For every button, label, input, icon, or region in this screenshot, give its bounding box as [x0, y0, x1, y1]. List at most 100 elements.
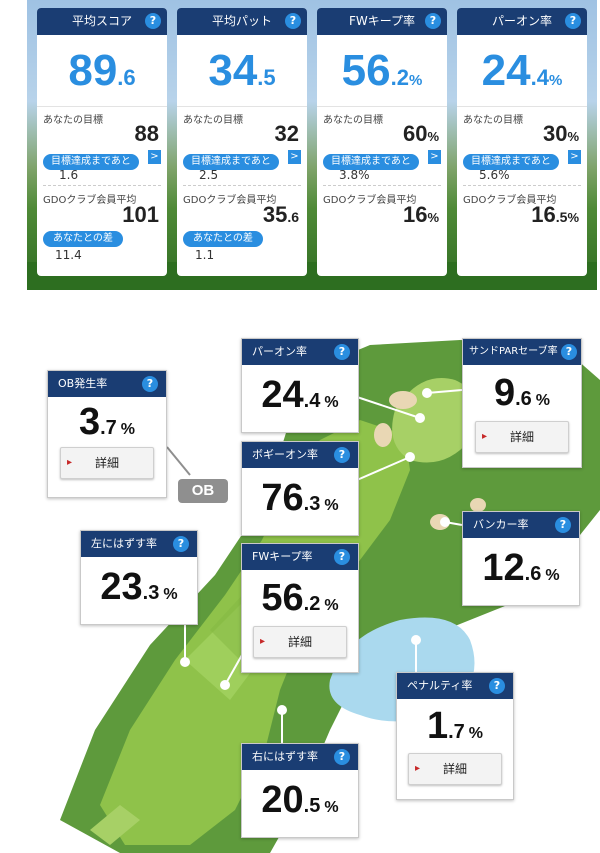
card-title: FWキープ率? [317, 8, 447, 35]
average-label: GDOクラブ会員平均 [463, 195, 557, 206]
box-value: 76.3% [261, 477, 339, 519]
detail-button[interactable]: 詳細 [60, 447, 154, 479]
goal-value: 30% [542, 121, 579, 146]
diff-pill: あなたとの差 [183, 231, 263, 247]
box-value: 12.6% [482, 547, 560, 589]
remaining-row: 目標達成まであと > [463, 149, 581, 170]
card-main-value: 24.4% [457, 35, 587, 107]
help-icon[interactable]: ? [142, 376, 158, 392]
arrow-right-icon[interactable]: > [428, 150, 441, 164]
average-label: GDOクラブ会員平均 [43, 195, 137, 206]
box-title: FWキープ率? [242, 544, 358, 570]
help-icon[interactable]: ? [425, 13, 441, 29]
bunker [470, 498, 486, 512]
course-map: OB OB発生率? 3.7% 詳細 左にはずす率? 23.3% パーオン率? 2… [0, 300, 600, 853]
box-title: バンカー率? [463, 512, 579, 538]
box-value: 23.3% [100, 566, 178, 608]
ob-marker: OB [178, 479, 228, 503]
putt-card: 平均パット? 34.5 あなたの目標 32 目標達成まであと > 2.5 GDOク… [177, 8, 307, 276]
remaining-pill: 目標達成まであと [463, 154, 559, 170]
arrow-right-icon[interactable]: > [148, 150, 161, 164]
detail-button[interactable]: 詳細 [253, 626, 347, 658]
tee-box [90, 805, 140, 845]
penalty-rate-box: ペナルティ率? 1.7% 詳細 [396, 672, 514, 800]
average-label: GDOクラブ会員平均 [323, 195, 417, 206]
card-main-value: 89.6 [37, 35, 167, 107]
diff-pill: あなたとの差 [43, 231, 123, 247]
goal-value: 32 [274, 121, 299, 146]
bunker [389, 391, 417, 409]
box-value: 56.2% [261, 577, 339, 619]
goal-label: あなたの目標 [463, 115, 523, 126]
average-value: 101 [122, 202, 159, 227]
card-title: パーオン率? [457, 8, 587, 35]
average-value: 16.5% [531, 202, 579, 227]
help-icon[interactable]: ? [334, 344, 350, 360]
ob-connector [166, 446, 191, 476]
goal-value: 60% [402, 121, 439, 146]
box-title: OB発生率? [48, 371, 166, 397]
goal-label: あなたの目標 [323, 115, 383, 126]
help-icon[interactable]: ? [173, 536, 189, 552]
help-icon[interactable]: ? [565, 13, 581, 29]
sand-save-box: サンドPARセーブ率? 9.6% 詳細 [462, 338, 582, 468]
bogey-on-box: ボギーオン率? 76.3% [241, 441, 359, 536]
box-title: パーオン率? [242, 339, 358, 365]
box-value: 20.5% [261, 779, 339, 821]
card-title: 平均パット? [177, 8, 307, 35]
remaining-row: 目標達成まであと > [323, 149, 441, 170]
fw-keep-card: FWキープ率? 56.2% あなたの目標 60% 目標達成まであと > 3.8% … [317, 8, 447, 276]
remaining-pill: 目標達成まであと [183, 154, 279, 170]
par-on-card: パーオン率? 24.4% あなたの目標 30% 目標達成まであと > 5.6% G… [457, 8, 587, 276]
bunker-rate-box: バンカー率? 12.6% [462, 511, 580, 606]
help-icon[interactable]: ? [285, 13, 301, 29]
remaining-value: 2.5 [183, 167, 301, 186]
box-value: 1.7% [426, 705, 484, 747]
diff-value: 11.4 [55, 248, 82, 262]
box-title: ボギーオン率? [242, 442, 358, 468]
bunker [374, 423, 392, 447]
box-title: 左にはずす率? [81, 531, 197, 557]
box-title: サンドPARセーブ率? [463, 339, 581, 365]
score-card: 平均スコア? 89.6 あなたの目標 88 目標達成まであと > 1.6 GDOク… [37, 8, 167, 276]
average-value: 16% [402, 202, 439, 227]
help-icon[interactable]: ? [334, 549, 350, 565]
left-miss-box: 左にはずす率? 23.3% [80, 530, 198, 625]
goal-label: あなたの目標 [43, 115, 103, 126]
remaining-row: 目標達成まであと > [183, 149, 301, 170]
remaining-pill: 目標達成まであと [323, 154, 419, 170]
box-value: 24.4% [261, 374, 339, 416]
right-miss-box: 右にはずす率? 20.5% [241, 743, 359, 838]
box-title: 右にはずす率? [242, 744, 358, 770]
average-value: 35.6 [262, 202, 299, 227]
arrow-right-icon[interactable]: > [568, 150, 581, 164]
remaining-row: 目標達成まであと > [43, 149, 161, 170]
card-title: 平均スコア? [37, 8, 167, 35]
help-icon[interactable]: ? [334, 447, 350, 463]
help-icon[interactable]: ? [561, 344, 577, 360]
card-main-value: 56.2% [317, 35, 447, 107]
remaining-value: 5.6% [463, 167, 581, 186]
help-icon[interactable]: ? [334, 749, 350, 765]
remaining-value: 1.6 [43, 167, 161, 186]
help-icon[interactable]: ? [489, 678, 505, 694]
connector-lines [180, 388, 463, 743]
fw-keep-box: FWキープ率? 56.2% 詳細 [241, 543, 359, 673]
goal-value: 88 [134, 121, 159, 146]
box-value: 9.6% [493, 372, 551, 414]
arrow-right-icon[interactable]: > [288, 150, 301, 164]
box-title: ペナルティ率? [397, 673, 513, 699]
summary-panel: 平均スコア? 89.6 あなたの目標 88 目標達成まであと > 1.6 GDOク… [27, 0, 597, 290]
remaining-value: 3.8% [323, 167, 441, 186]
box-value: 3.7% [78, 401, 136, 443]
card-main-value: 34.5 [177, 35, 307, 107]
par-on-box: パーオン率? 24.4% [241, 338, 359, 433]
detail-button[interactable]: 詳細 [408, 753, 502, 785]
average-label: GDOクラブ会員平均 [183, 195, 277, 206]
help-icon[interactable]: ? [555, 517, 571, 533]
detail-button[interactable]: 詳細 [475, 421, 569, 453]
diff-value: 1.1 [195, 248, 215, 262]
help-icon[interactable]: ? [145, 13, 161, 29]
ob-rate-box: OB発生率? 3.7% 詳細 [47, 370, 167, 498]
remaining-pill: 目標達成まであと [43, 154, 139, 170]
